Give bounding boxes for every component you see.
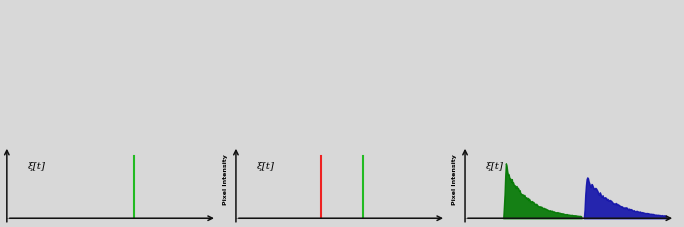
Text: Pixel Intensity: Pixel Intensity: [223, 155, 228, 205]
Text: ξ[t]: ξ[t]: [257, 162, 275, 171]
Text: ξ[t]: ξ[t]: [486, 162, 504, 171]
Text: ξ[t]: ξ[t]: [28, 162, 46, 171]
Text: Pixel Intensity: Pixel Intensity: [452, 155, 457, 205]
